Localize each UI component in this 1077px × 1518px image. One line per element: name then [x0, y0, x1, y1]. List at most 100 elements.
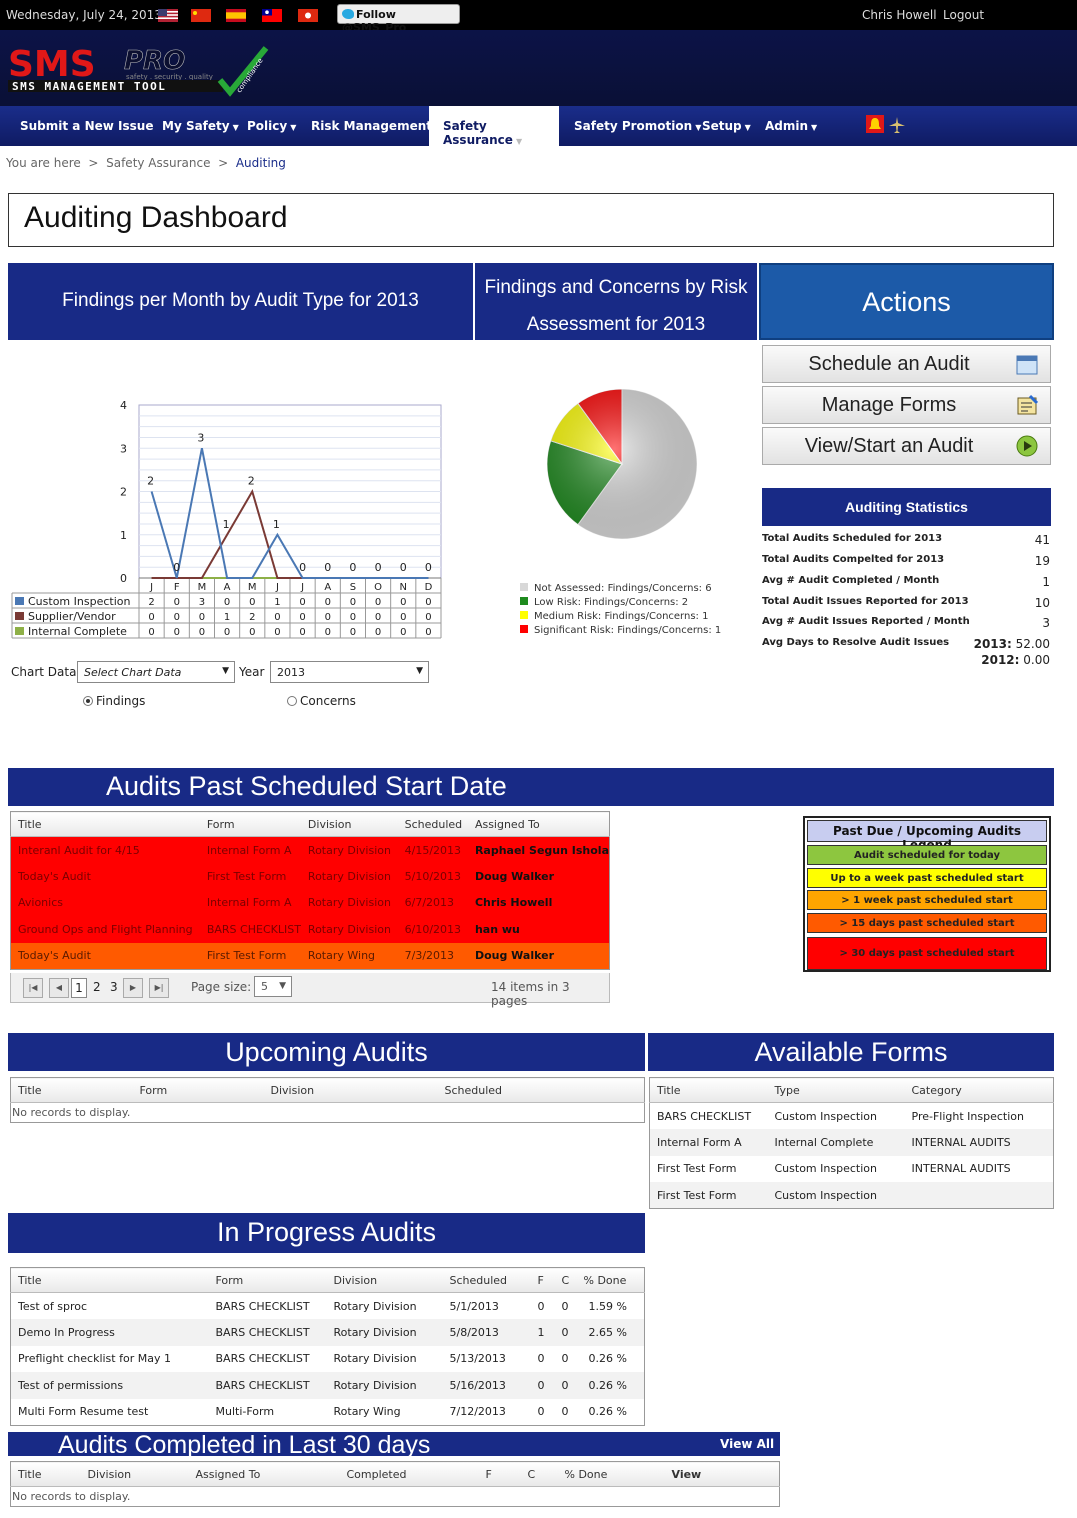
table-row[interactable]: Test of permissions BARS CHECKLIST Rotary … — [10, 1372, 645, 1399]
us-flag-icon[interactable] — [158, 9, 178, 22]
table-row[interactable]: Today's Audit First Test Form Rotary Divis… — [10, 863, 610, 890]
legend-title: Past Due / Upcoming Audits Legend — [807, 820, 1047, 852]
findings-radio[interactable]: Findings — [83, 694, 145, 708]
user-name[interactable]: Chris Howell — [862, 8, 937, 22]
spain-flag-icon[interactable] — [226, 9, 246, 22]
col-scheduled: Scheduled — [397, 811, 468, 837]
nav-risk-management[interactable]: Risk Management▼ — [311, 119, 441, 133]
twitter-bird-icon — [342, 9, 354, 19]
table-row[interactable]: BARS CHECKLIST Custom Inspection Pre-Fligh… — [657, 1109, 1024, 1123]
pie-legend-item: Medium Risk: Findings/Concerns: 1 — [520, 610, 721, 624]
completed-header: Audits Completed in Last 30 days — [8, 1432, 780, 1458]
pie-legend: Not Assessed: Findings/Concerns: 6 Low R… — [520, 582, 721, 638]
no-records: No records to display. — [12, 1106, 131, 1119]
table-cell-value: 0 — [148, 627, 154, 638]
stat-row: Avg # Audit Issues Reported / Month 3 — [762, 616, 1050, 630]
data-label: 1 — [223, 518, 230, 531]
table-row[interactable]: Today's Audit First Test Form Rotary Wing 7… — [10, 942, 610, 969]
col-assigned: Assigned To — [467, 811, 610, 837]
calendar-icon — [1016, 355, 1038, 375]
prev-page-button[interactable]: ◀ — [49, 978, 69, 998]
forms-table: Title Type Category BARS CHECKLIST Custom I… — [649, 1077, 1054, 1209]
nav-policy[interactable]: Policy ▼ — [247, 119, 297, 133]
x-tick-label: M — [248, 582, 257, 593]
stat-row: Avg Days to Resolve Audit Issues 2013: 5… — [762, 637, 1050, 651]
table-cell-value: 0 — [174, 627, 180, 638]
table-cell-value: 2 — [148, 597, 154, 608]
table-cell-value: 0 — [425, 597, 431, 608]
table-cell-value: 0 — [425, 612, 431, 623]
last-page-button[interactable]: ▶| — [149, 978, 169, 998]
breadcrumb-safety-assurance[interactable]: Safety Assurance — [106, 156, 211, 170]
nav-my-safety[interactable]: My Safety ▼ — [162, 119, 239, 133]
table-row[interactable]: Demo In Progress BARS CHECKLIST Rotary Div… — [10, 1319, 645, 1346]
legend-label: Supplier/Vendor — [28, 610, 116, 623]
data-label: 0 — [349, 561, 356, 574]
breadcrumb-current[interactable]: Auditing — [235, 156, 286, 170]
col-title: Title — [10, 811, 200, 837]
y-tick-label: 2 — [120, 486, 127, 499]
table-row[interactable]: Multi Form Resume test Multi-Form Rotary W… — [18, 1405, 627, 1418]
legend-30days: > 30 days past scheduled start — [807, 937, 1047, 970]
page-size-select[interactable]: 5 ▼ — [254, 976, 292, 997]
concerns-radio[interactable]: Concerns — [287, 694, 356, 708]
table-cell-value: 0 — [400, 612, 406, 623]
table-cell-value: 0 — [375, 597, 381, 608]
nav-submit-issue[interactable]: Submit a New Issue — [20, 119, 154, 133]
table-cell-value: 0 — [325, 612, 331, 623]
table-row[interactable]: Internal Form A Internal Complete INTERNAL… — [649, 1129, 1054, 1156]
logout-link[interactable]: Logout — [943, 8, 985, 22]
first-page-button[interactable]: |◀ — [23, 978, 43, 998]
page-3[interactable]: 3 — [110, 980, 118, 994]
legend-1week: > 1 week past scheduled start — [807, 890, 1047, 910]
upcoming-table: Title Form Division Scheduled No records to… — [10, 1077, 645, 1123]
year-select[interactable]: 2013 ▼ — [270, 661, 429, 683]
y-tick-label: 3 — [120, 442, 127, 455]
table-row[interactable]: First Test Form Custom Inspection INTERNAL… — [657, 1162, 1011, 1176]
page-1[interactable]: 1 — [71, 978, 87, 998]
sms-pro-logo[interactable]: SMS PRO safety . security . quality SMS … — [8, 44, 270, 126]
no-records: No records to display. — [12, 1490, 131, 1503]
data-label: 0 — [425, 561, 432, 574]
x-tick-label: A — [324, 582, 331, 593]
table-row[interactable]: First Test Form Custom Inspection — [649, 1182, 1054, 1209]
nav-safety-promotion[interactable]: Safety Promotion ▼ — [574, 119, 702, 133]
manage-forms-button[interactable]: Manage Forms — [762, 386, 1051, 424]
table-cell-value: 0 — [148, 612, 154, 623]
nav-safety-assurance[interactable]: Safety Assurance ▼ — [429, 106, 559, 147]
airplane-icon[interactable] — [888, 116, 906, 134]
page-2[interactable]: 2 — [93, 980, 101, 994]
page-title: Auditing Dashboard — [8, 193, 1054, 247]
forms-header: Available Forms — [648, 1033, 1054, 1071]
x-tick-label: N — [400, 582, 407, 593]
breadcrumb-root: You are here — [6, 156, 81, 170]
table-row[interactable]: Interanl Audit for 4/15 Internal Form A Ro… — [10, 836, 610, 863]
table-row[interactable]: Test of sproc BARS CHECKLIST Rotary Divisi… — [18, 1299, 627, 1313]
upcoming-header: Upcoming Audits — [8, 1033, 645, 1071]
hongkong-flag-icon[interactable] — [298, 9, 318, 22]
twitter-follow-button[interactable]: Follow @SMS_Pro — [337, 4, 460, 34]
view-start-audit-button[interactable]: View/Start an Audit — [762, 427, 1051, 465]
china-flag-icon[interactable] — [191, 9, 211, 22]
nav-admin[interactable]: Admin ▼ — [765, 119, 818, 133]
taiwan-flag-icon[interactable] — [262, 9, 282, 22]
past-due-header: Audits Past Scheduled Start Date — [8, 768, 1054, 806]
table-row[interactable]: Ground Ops and Flight Planning BARS CHECK… — [10, 916, 610, 943]
nav-setup[interactable]: Setup ▼ — [702, 119, 751, 133]
table-row[interactable]: Avionics Internal Form A Rotary Division 6/… — [10, 889, 610, 916]
table-cell-value: 0 — [174, 597, 180, 608]
schedule-audit-button[interactable]: Schedule an Audit — [762, 345, 1051, 383]
table-cell-value: 0 — [350, 627, 356, 638]
data-label: 0 — [400, 561, 407, 574]
chart-data-select[interactable]: Select Chart Data ▼ — [77, 661, 235, 683]
risk-pie-chart — [546, 388, 698, 540]
legend-label: Internal Complete — [28, 625, 127, 638]
table-cell-value: 0 — [400, 597, 406, 608]
next-page-button[interactable]: ▶ — [123, 978, 143, 998]
table-row[interactable]: Preflight checklist for May 1 BARS CHECKL… — [18, 1352, 627, 1366]
view-all-link[interactable]: View All — [720, 1437, 775, 1451]
alert-bell-icon[interactable] — [866, 115, 886, 135]
data-label: 0 — [324, 561, 331, 574]
data-label: 2 — [248, 475, 255, 488]
table-cell-value: 2 — [249, 612, 255, 623]
